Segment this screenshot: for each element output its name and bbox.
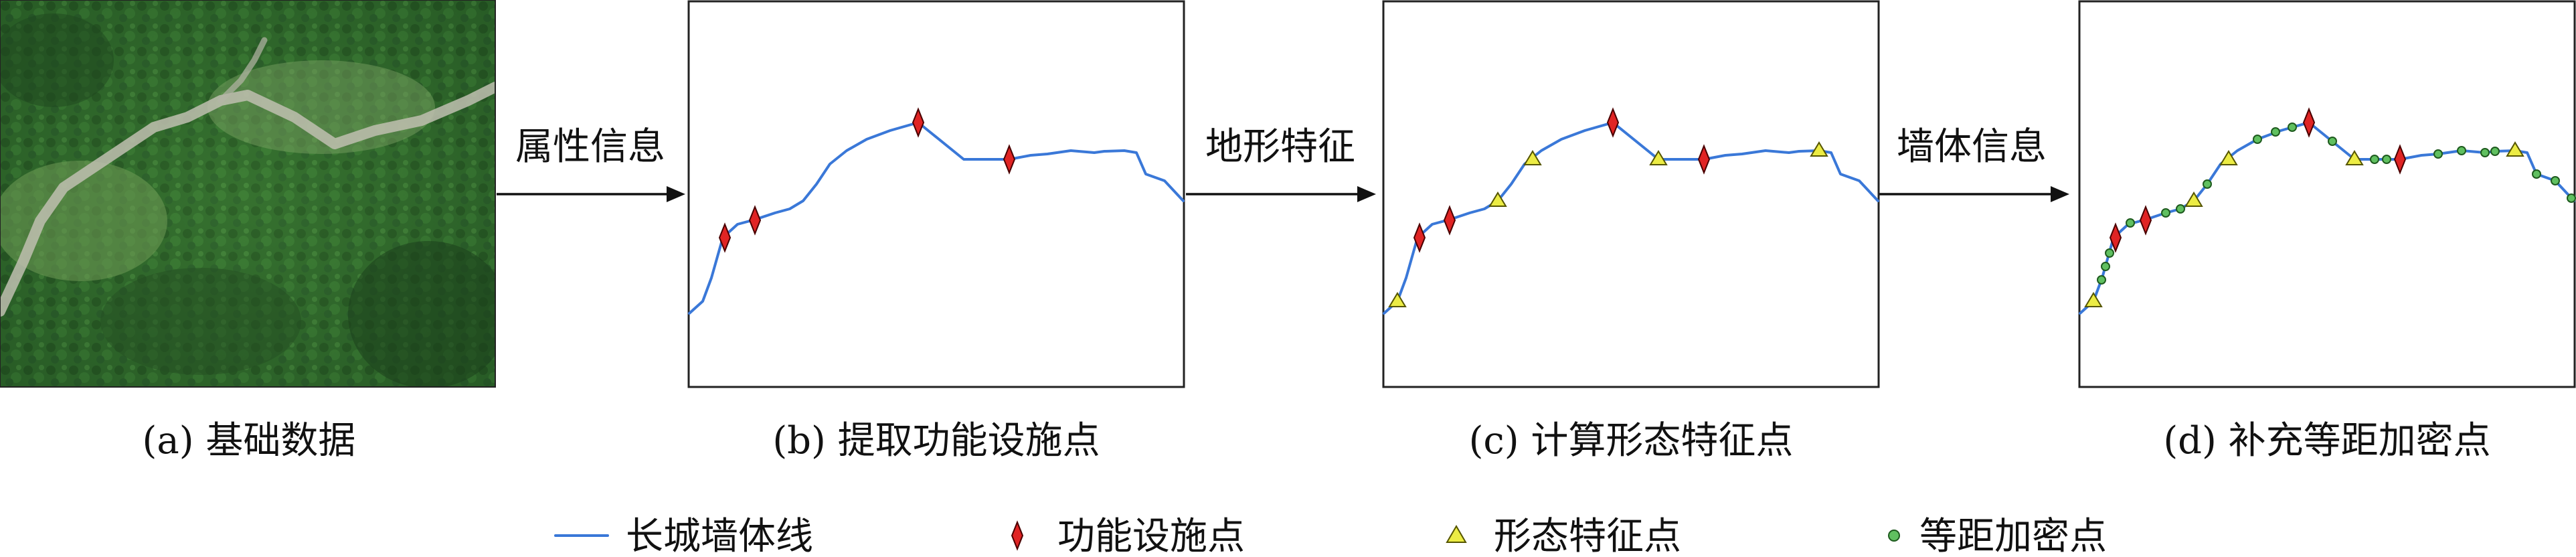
yellow-triangle-icon [1446,525,1467,543]
legend-item-facility: 功能设施点 [1011,515,1245,557]
feature-point [2506,141,2524,157]
facility-point [2302,107,2316,138]
panel-a-base-image [0,0,495,387]
facility-point [1443,205,1456,236]
legend-label-dense: 等距加密点 [1919,515,2107,557]
step-label-attribute-info: 属性信息 [515,125,665,169]
dense-point [2480,148,2490,157]
dense-point [2490,147,2500,156]
facility-point [1003,144,1016,175]
arrow-1: 属性信息 [497,125,685,202]
panel-b-facility-points [718,107,1016,253]
feature-point [2345,150,2364,165]
arrow-3: 墙体信息 [1879,125,2069,202]
panel-c-wall-line [1383,121,1879,315]
dense-point [2097,275,2106,285]
feature-point [1810,141,1828,157]
red-diamond-icon [1011,520,1024,551]
dense-point [2176,204,2185,214]
panel-d-facility-points [2109,107,2407,253]
feature-point [2184,191,2203,207]
step-label-terrain-feature: 地形特征 [1205,125,1355,169]
feature-point [1488,191,1507,207]
dense-point [2551,176,2560,185]
legend-label-wall: 长城墙体线 [626,515,813,557]
panel-b-frame [687,0,1185,388]
facility-point [1606,107,1620,138]
legend-item-feature: 形态特征点 [1446,515,1681,557]
step-label-wall-info: 墙体信息 [1897,125,2047,169]
legend-label-facility: 功能设施点 [1057,515,1245,557]
facility-point [1697,144,1711,175]
feature-point [1649,150,1668,165]
dense-point [2101,262,2110,271]
caption-a: (a) 基础数据 [143,419,356,463]
dense-point [2433,149,2443,159]
dense-point [2203,179,2212,189]
panel-a-border [0,0,496,388]
facility-point [2109,222,2122,253]
dense-point [2567,193,2576,203]
legend-item-dense: 等距加密点 [1888,515,2107,557]
legend-label-feature: 形态特征点 [1494,515,1681,557]
dense-point [2382,155,2391,164]
dense-point [2126,218,2135,228]
facility-point [2393,144,2407,175]
dense-point [2288,123,2297,132]
legend: 长城墙体线 功能设施点 形态特征点 等距加密点 [554,515,2107,557]
panel-d-feature-points [2084,141,2524,307]
feature-point [2219,150,2238,165]
green-circle-icon [1888,530,1900,542]
dense-point [2532,169,2541,179]
arrow-2: 地形特征 [1186,125,1376,202]
facility-point [2139,205,2152,236]
feature-point [2084,292,2103,307]
facility-point [748,205,762,236]
panel-c-feature-points [1388,141,1828,307]
panel-b-wall-line [688,121,1185,315]
panel-d-frame [2078,0,2576,388]
dense-point [2271,127,2280,137]
facility-point [718,222,732,253]
dense-point [2457,146,2466,155]
facility-point [912,107,925,138]
feature-point [1388,292,1407,307]
legend-item-wall: 长城墙体线 [554,515,813,557]
dense-point [2253,135,2262,144]
dense-point [2105,248,2114,258]
caption-b: (b) 提取功能设施点 [772,419,1100,463]
facility-point [1413,222,1426,253]
feature-point [1523,150,1542,165]
dense-point [2161,208,2170,218]
caption-d: (d) 补充等距加密点 [2163,419,2490,463]
panel-c-facility-points [1413,107,1711,253]
dense-point [2370,155,2379,164]
panel-c-frame [1382,0,1880,388]
panel-d-dense-points [2097,123,2576,285]
caption-c: (c) 计算形态特征点 [1469,419,1794,463]
dense-point [2328,137,2337,146]
